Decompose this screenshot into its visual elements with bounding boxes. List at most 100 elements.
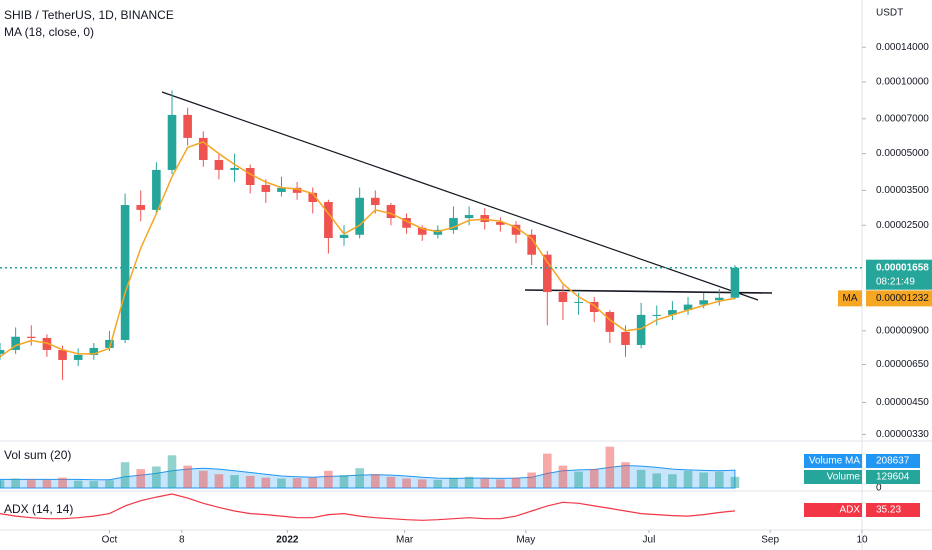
volume-bar [261,477,271,488]
volume-bar [589,469,599,488]
candle-body [417,227,427,235]
legend-value-box [866,454,920,468]
volume-bar [167,455,177,488]
candle-body [464,215,474,219]
candle-body [42,337,52,350]
candle-body [683,304,693,311]
volume-bar [730,476,740,488]
indicator-label: MA (18, close, 0) [4,25,94,39]
x-tick-label: 2022 [276,535,299,546]
candle-body [214,159,224,170]
adx-title: ADX (14, 14) [4,502,73,516]
candle-body [589,301,599,312]
volume-bar [402,478,411,488]
legend-value-box [866,470,920,484]
ma-name-box [838,290,862,307]
x-tick-label: Oct [102,535,118,546]
volume-bar [496,479,505,488]
y-tick-label: 0.00003500 [876,185,929,196]
volume-bar [715,471,724,488]
volume-bar [605,446,615,488]
volume-tick-label: 0 [876,483,882,494]
volume-bar [120,462,130,488]
volume-bar [683,470,693,488]
volume-bar [324,470,333,488]
y-tick-label: 0.00000330 [876,429,929,440]
volume-bar [42,479,52,488]
x-tick-label: Jul [643,535,656,546]
volume-bar [636,469,646,488]
candle-body [543,254,552,293]
candle-body [324,202,333,238]
volume-bar [230,475,239,488]
candle-body [574,301,583,303]
x-tick-label: 8 [179,535,185,546]
legend-name-box [804,470,862,484]
candle-body [496,221,505,225]
volume-bar [245,475,255,488]
volume-bar [11,478,20,488]
chart-title: SHIB / TetherUS, 1D, BINANCE [4,8,174,22]
last-price-box [866,259,932,290]
volume-bar [308,477,318,488]
volume-bar [26,479,36,488]
x-tick-label: Sep [761,535,779,546]
legend-value: 35.23 [876,505,901,516]
legend-value-box [866,503,920,517]
legend-name-box [804,503,862,517]
candle-body [105,339,114,348]
volume-bar [464,476,474,488]
ma-value-label: 0.00001232 [876,293,929,304]
volume-bar [652,473,662,488]
y-tick-label: 0.00000650 [876,359,929,370]
volume-bar [136,469,146,488]
x-tick-label: May [516,535,535,546]
y-tick-label: 0.00010000 [876,77,929,88]
legend-value: 208637 [876,456,910,467]
y-tick-label: 0.00002500 [876,220,929,231]
candle-body [527,234,536,255]
legend-name: ADX [839,505,860,516]
volume-bar [198,470,208,488]
candle-body [621,331,630,345]
y-tick-label: 0.00007000 [876,113,929,124]
volume-bar [558,465,568,488]
ma-line [0,141,736,358]
candle-body [0,349,5,354]
candle-body [449,218,458,230]
candle-body [152,169,161,210]
candle-body [605,311,615,332]
volume-bar [58,477,67,488]
y-tick-label: 0.00000900 [876,325,929,336]
candle-body [730,267,740,298]
legend-value: 129604 [876,472,910,483]
candle-body [183,114,192,138]
axis-unit: USDT [876,8,903,19]
volume-bar [152,466,161,488]
candle-body [120,205,130,340]
candle-body [699,300,708,305]
candle-body [89,347,99,355]
ma-name-label: MA [843,293,858,304]
candle-body [558,292,568,302]
volume-bar [89,481,99,488]
volume-bar [370,474,380,488]
x-tick-label: 10 [856,535,868,546]
candle-body [198,137,208,160]
volume-bar [527,472,536,488]
volume-bar [73,480,83,488]
candle-body [636,314,646,345]
volume-bar [449,477,458,488]
legend-name: Volume MA [809,456,860,467]
candle-body [230,167,239,170]
candle-body [668,310,677,315]
volume-bar [621,462,630,488]
candle-body [511,224,521,235]
candle-body [245,167,255,186]
volume-bar [355,468,364,488]
candle-body [339,234,349,238]
candle-body [652,314,662,316]
candle-body [355,197,364,235]
volume-bar [480,478,490,488]
